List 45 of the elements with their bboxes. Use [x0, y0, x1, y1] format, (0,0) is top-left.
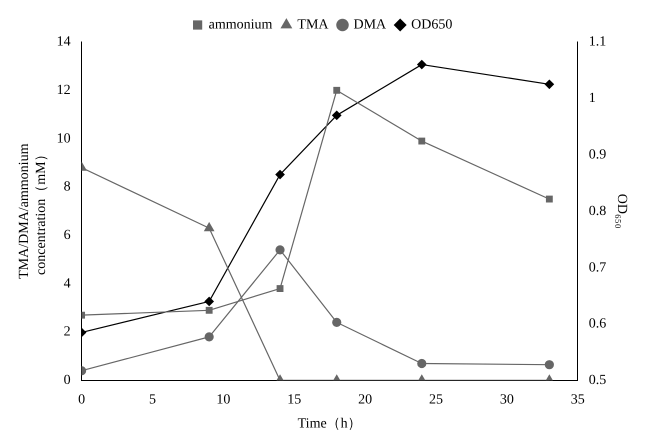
y-axis-title: TMA/DMA/ammonium concentration（mM） [17, 143, 49, 279]
y2-tick-label: 0.6 [588, 316, 606, 332]
y2-tick-label: 0.5 [588, 373, 606, 388]
y2-tick-label: 0.8 [588, 204, 606, 219]
y2-tick-label: 1 [588, 91, 596, 106]
x-tick-label: 0 [78, 392, 86, 408]
legend-label: DMA [353, 18, 388, 33]
point [206, 306, 213, 314]
y-tick-label: 14 [56, 34, 71, 50]
point [544, 80, 554, 89]
point [333, 86, 340, 94]
y2-axis-title: OD₆₅₀ [614, 194, 629, 229]
point [417, 358, 426, 368]
point [418, 138, 426, 145]
x-tick-label: 20 [358, 392, 372, 408]
x-tick-label: 5 [148, 392, 156, 408]
point [275, 170, 285, 180]
legend-label: OD650 [411, 18, 452, 33]
y-tick-label: 2 [64, 324, 71, 340]
y2-tick-label: 0.9 [588, 147, 606, 162]
y2-tick-label: 0.7 [588, 260, 606, 276]
point [204, 296, 214, 306]
x-axis-title: Time（h） [298, 416, 362, 432]
point [204, 332, 214, 342]
x-tick-label: 15 [287, 392, 302, 408]
y-tick-label: 0 [64, 373, 71, 388]
point [275, 245, 285, 254]
point [546, 196, 553, 203]
point [544, 360, 554, 370]
x-tick-label: 10 [216, 392, 230, 408]
point [417, 60, 426, 70]
x-tick-label: 35 [570, 392, 585, 408]
y-tick-label: 6 [64, 228, 71, 244]
point [276, 285, 284, 292]
point [332, 318, 342, 327]
legend-label: ammonium [208, 18, 272, 33]
y-tick-label: 4 [64, 276, 71, 292]
y-tick-label: 12 [56, 83, 71, 98]
y-tick-label: 10 [56, 131, 71, 146]
point [332, 110, 342, 120]
x-tick-label: 25 [428, 392, 443, 408]
y2-tick-label: 1.1 [588, 34, 606, 50]
legend-label: TMA [297, 18, 330, 33]
y-tick-label: 8 [64, 180, 71, 195]
x-tick-label: 30 [500, 392, 514, 408]
